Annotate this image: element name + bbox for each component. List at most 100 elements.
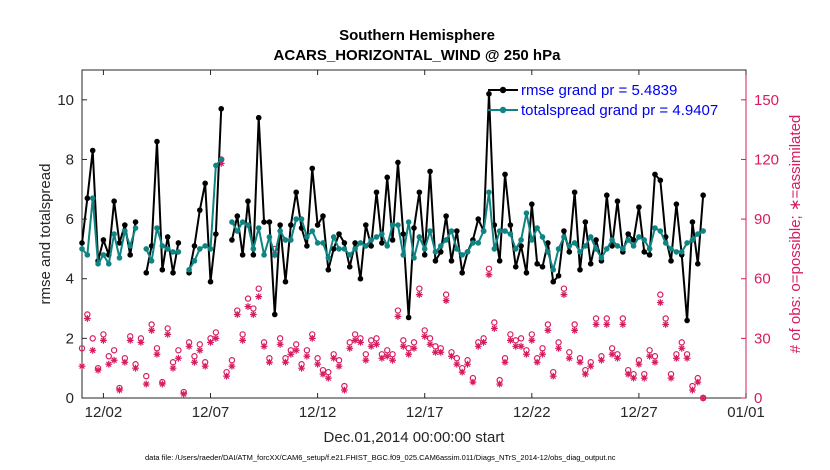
obs-assimilated-point	[191, 358, 198, 366]
totalspread-point	[539, 234, 546, 240]
totalspread-point	[239, 219, 246, 225]
obs-assimilated-point	[158, 380, 166, 388]
rmse-point	[684, 317, 690, 324]
y-right-tick-label: 0	[754, 390, 762, 407]
totalspread-point	[411, 255, 417, 261]
obs-assimilated-point	[346, 344, 354, 352]
rmse-point	[502, 171, 508, 178]
totalspread-point	[603, 246, 610, 252]
obs-assimilated-point	[496, 380, 504, 388]
rmse-point	[566, 249, 573, 255]
obs-assimilated-point	[207, 338, 214, 346]
rmse-point	[255, 114, 262, 121]
totalspread-point	[480, 228, 487, 234]
obs-assimilated-point	[389, 356, 396, 364]
y-tick-label: 8	[66, 151, 74, 168]
rmse-point	[437, 249, 444, 255]
legend-label-totalspread: totalspread grand pr = 4.9407	[521, 102, 718, 119]
totalspread-point	[507, 231, 514, 237]
obs-assimilated-point	[100, 336, 107, 344]
y-right-tick-label: 30	[754, 330, 771, 347]
obs-assimilated-point	[426, 340, 434, 348]
totalspread-point	[288, 237, 294, 243]
totalspread-point	[341, 246, 348, 252]
y-tick-label: 0	[66, 390, 74, 407]
obs-assimilated-point	[667, 374, 675, 382]
rmse-point	[277, 222, 283, 228]
rmse-point	[523, 269, 530, 276]
totalspread-point	[379, 231, 385, 237]
rmse-point	[561, 228, 567, 234]
obs-assimilated-point	[324, 374, 332, 382]
x-tick-label: 01/01	[727, 404, 765, 421]
obs-assimilated-point	[549, 372, 557, 380]
totalspread-point	[448, 228, 455, 234]
totalspread-point	[389, 222, 396, 228]
totalspread-point	[122, 228, 128, 234]
obs-assimilated-point	[672, 354, 680, 362]
totalspread-point	[373, 234, 380, 240]
obs-assimilated-point	[619, 321, 627, 328]
rmse-point	[341, 240, 348, 246]
totalspread-point	[314, 240, 321, 246]
rmse-point	[373, 189, 380, 196]
obs-assimilated-point	[137, 338, 145, 346]
totalspread-point	[100, 252, 107, 258]
rmse-point	[352, 240, 358, 246]
obs-assimilated-point	[410, 344, 418, 352]
totalspread-point	[470, 240, 476, 246]
rmse-point	[384, 174, 391, 181]
y-axis-label: rmse and totalspread	[37, 164, 54, 305]
rmse-point	[432, 258, 439, 264]
obs-assimilated-point	[544, 327, 552, 334]
obs-assimilated-point	[260, 342, 268, 350]
rmse-point	[143, 269, 150, 276]
obs-assimilated-point	[239, 336, 247, 344]
obs-assimilated-point	[298, 364, 305, 372]
obs-assimilated-point	[480, 338, 488, 346]
rmse-point	[609, 243, 615, 249]
rmse-point	[652, 171, 658, 178]
obs-assimilated-point	[437, 348, 445, 356]
obs-assimilated-point	[78, 362, 86, 370]
obs-assimilated-point	[399, 342, 407, 350]
rmse-point	[304, 243, 310, 249]
obs-assimilated-point	[164, 330, 172, 338]
obs-assimilated-point	[432, 348, 439, 356]
totalspread-point	[571, 240, 578, 246]
rmse-point	[630, 237, 637, 243]
obs-assimilated-point	[517, 342, 525, 350]
totalspread-point	[245, 222, 251, 228]
rmse-point	[288, 222, 294, 228]
rmse-point	[159, 266, 166, 273]
obs-assimilated-point	[603, 321, 611, 328]
obs-assimilated-point	[314, 360, 322, 368]
rmse-point	[127, 252, 133, 258]
rmse-point	[695, 261, 701, 267]
totalspread-point	[582, 243, 589, 249]
obs-assimilated-point	[415, 291, 423, 299]
rmse-point	[368, 243, 374, 249]
rmse-point	[379, 240, 385, 246]
rmse-point	[625, 231, 631, 237]
rmse-point	[191, 243, 198, 249]
rmse-point	[459, 269, 465, 276]
x-tick-label: 12/07	[192, 404, 230, 421]
obs-assimilated-point	[153, 350, 161, 358]
obs-assimilated-point	[533, 358, 541, 366]
totalspread-point	[609, 237, 615, 243]
data-file-footnote: data file: /Users/raeder/DAI/ATM_forcXX/…	[145, 453, 616, 462]
totalspread-point	[614, 243, 621, 249]
obs-assimilated-point	[592, 321, 600, 328]
totalspread-point	[454, 246, 460, 252]
totalspread-point	[395, 222, 401, 228]
obs-assimilated-point	[506, 336, 514, 344]
totalspread-point	[416, 234, 423, 240]
totalspread-point	[496, 228, 503, 234]
totalspread-point	[218, 156, 225, 163]
legend-marker-totalspread	[499, 106, 507, 114]
obs-assimilated-point	[528, 336, 536, 344]
totalspread-point	[593, 246, 599, 252]
rmse-point	[582, 219, 589, 225]
